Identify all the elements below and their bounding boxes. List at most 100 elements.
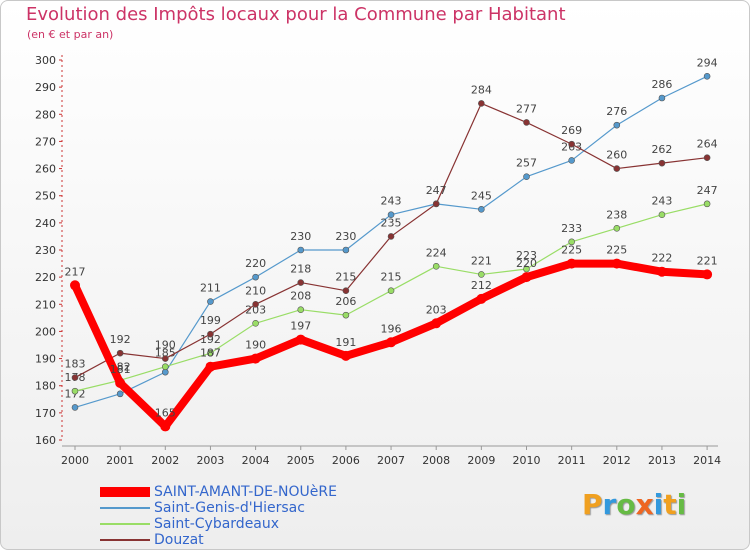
- data-point: [702, 269, 713, 280]
- data-point: [71, 374, 79, 381]
- data-point: [207, 349, 214, 357]
- x-tick-label: 2007: [377, 454, 405, 467]
- data-label: 223: [516, 249, 537, 262]
- data-point: [71, 404, 79, 411]
- data-label: 203: [426, 303, 447, 316]
- data-point: [568, 238, 575, 246]
- data-label: 210: [245, 284, 266, 297]
- data-point: [207, 330, 214, 338]
- data-point: [295, 334, 306, 345]
- data-point: [431, 318, 442, 329]
- legend-label: SAINT-AMANT-DE-NOUèRE: [154, 484, 337, 500]
- data-label: 225: [606, 244, 627, 257]
- data-point: [162, 368, 169, 376]
- x-tick-label: 2004: [242, 454, 270, 467]
- data-label: 230: [290, 230, 311, 243]
- data-point: [342, 311, 350, 319]
- data-label: 233: [561, 222, 582, 235]
- x-tick-label: 2008: [422, 454, 450, 467]
- data-label: 222: [651, 252, 672, 265]
- data-label: 247: [426, 184, 447, 197]
- data-label: 183: [65, 358, 86, 371]
- legend-label: Saint-Cybardeaux: [154, 516, 280, 532]
- y-tick-label: 230: [35, 244, 56, 257]
- data-label: 220: [245, 257, 266, 270]
- data-label: 276: [606, 105, 627, 118]
- data-label: 190: [155, 339, 176, 352]
- proxiti-logo: Proxiti: [582, 488, 687, 521]
- data-point: [116, 349, 124, 357]
- y-tick-label: 240: [35, 217, 56, 230]
- x-tick-label: 2000: [61, 454, 89, 467]
- data-point: [703, 72, 711, 80]
- data-label: 215: [335, 271, 356, 284]
- legend-item: Saint-Cybardeaux: [100, 517, 279, 531]
- y-tick-label: 170: [35, 407, 56, 420]
- data-point: [252, 300, 259, 308]
- chart-title: Evolution des Impôts locaux pour la Comm…: [26, 4, 566, 25]
- legend-label: Saint-Genis-d'Hiersac: [154, 500, 305, 516]
- data-point: [297, 279, 305, 286]
- data-point: [297, 246, 305, 254]
- data-label: 243: [381, 195, 402, 208]
- y-tick-label: 160: [35, 434, 56, 447]
- y-tick-label: 260: [35, 163, 56, 176]
- data-label: 224: [426, 246, 447, 259]
- data-point: [70, 280, 80, 291]
- x-tick-label: 2012: [603, 454, 631, 467]
- data-point: [160, 421, 171, 432]
- data-label: 185: [155, 347, 176, 360]
- data-label: 245: [471, 189, 492, 202]
- y-tick-label: 180: [35, 380, 56, 393]
- data-label: 247: [697, 184, 718, 197]
- legend-item: SAINT-AMANT-DE-NOUèRE: [100, 485, 337, 499]
- data-label: 284: [471, 83, 492, 96]
- data-point: [387, 211, 395, 219]
- data-point: [568, 157, 575, 164]
- data-label: 190: [245, 339, 266, 352]
- y-tick-label: 280: [35, 108, 56, 121]
- data-point: [432, 262, 440, 270]
- data-label: 196: [381, 322, 402, 335]
- x-tick-label: 2006: [332, 454, 360, 467]
- data-label: 192: [110, 333, 131, 346]
- data-label: 286: [651, 78, 672, 91]
- data-point: [207, 298, 214, 305]
- data-label: 218: [290, 263, 311, 276]
- data-point: [566, 258, 577, 269]
- y-tick-label: 190: [35, 353, 56, 366]
- data-point: [523, 173, 530, 181]
- data-label: 208: [290, 290, 311, 303]
- data-point: [250, 353, 261, 364]
- data-label: 165: [155, 406, 176, 419]
- x-tick-label: 2014: [693, 454, 721, 467]
- data-point: [478, 205, 485, 213]
- y-tick-label: 250: [35, 190, 56, 203]
- x-tick-label: 2009: [467, 454, 495, 467]
- data-label: 221: [697, 254, 718, 267]
- data-label: 260: [606, 149, 627, 162]
- data-point: [340, 350, 351, 361]
- x-tick-label: 2001: [106, 454, 134, 467]
- data-label: 264: [697, 138, 718, 151]
- data-label: 187: [200, 347, 221, 360]
- x-tick-label: 2010: [513, 454, 541, 467]
- data-point: [658, 159, 666, 167]
- data-label: 238: [606, 208, 627, 221]
- data-point: [613, 224, 621, 232]
- data-point: [342, 246, 350, 254]
- data-point: [613, 165, 621, 172]
- data-point: [116, 390, 124, 398]
- data-label: 212: [471, 279, 492, 292]
- data-label: 243: [651, 195, 672, 208]
- data-point: [386, 337, 397, 348]
- data-label: 277: [516, 102, 537, 115]
- legend-item: Douzat: [100, 533, 204, 547]
- data-point: [162, 355, 169, 362]
- y-tick-label: 300: [35, 54, 56, 67]
- data-point: [611, 258, 622, 269]
- data-point: [205, 361, 216, 372]
- data-point: [342, 287, 350, 295]
- data-label: 294: [697, 56, 718, 69]
